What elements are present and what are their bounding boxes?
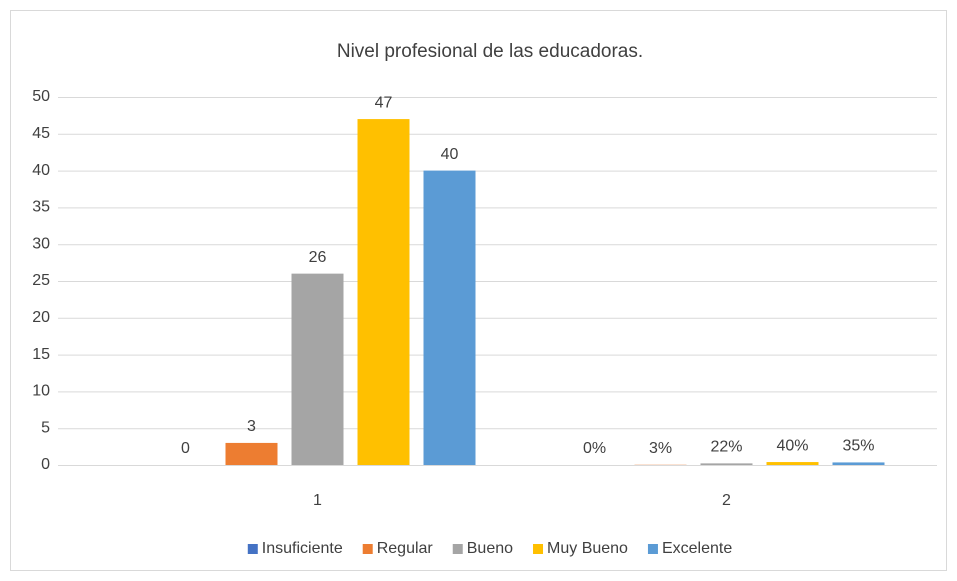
y-tick-label: 45 <box>32 125 50 142</box>
chart-title: Nivel profesional de las educadoras. <box>337 41 643 62</box>
y-tick-label: 20 <box>32 309 50 326</box>
y-tick-label: 50 <box>32 88 50 105</box>
legend: Insuficiente Regular Bueno Muy Bueno Excelen… <box>247 540 732 557</box>
y-tick-label: 5 <box>41 419 50 436</box>
y-tick-label: 10 <box>32 383 50 400</box>
legend-label: Muy Bueno <box>547 540 628 557</box>
legend-label: Insuficiente <box>262 540 343 557</box>
legend-label: Regular <box>377 540 434 557</box>
y-tick-label: 0 <box>41 456 50 473</box>
bar <box>357 119 410 465</box>
y-tick-label: 15 <box>32 346 50 363</box>
value-label: 22% <box>710 439 742 456</box>
value-label: 47 <box>375 94 393 111</box>
value-label: 0 <box>181 440 190 457</box>
y-tick-label: 25 <box>32 272 50 289</box>
legend-swatch <box>247 544 258 554</box>
bar <box>832 462 885 465</box>
bar <box>225 442 278 465</box>
chart-frame <box>10 10 947 571</box>
y-tick-label: 30 <box>32 235 50 252</box>
legend-swatch <box>533 544 544 554</box>
value-label: 3 <box>247 418 256 435</box>
bar <box>700 463 753 465</box>
value-label: 40 <box>441 146 459 163</box>
x-tick-label: 1 <box>313 492 322 509</box>
bar <box>766 462 819 465</box>
value-label: 26 <box>309 249 327 266</box>
legend-swatch <box>362 544 373 554</box>
value-label: 0% <box>583 440 606 457</box>
y-tick-label: 35 <box>32 199 50 216</box>
legend-swatch <box>647 544 658 554</box>
value-label: 3% <box>649 440 672 457</box>
value-label: 35% <box>842 438 874 455</box>
value-label: 40% <box>776 437 808 454</box>
bar <box>291 273 344 465</box>
y-tick-label: 40 <box>32 162 50 179</box>
legend-label: Excelente <box>662 540 732 557</box>
legend-label: Bueno <box>467 540 513 557</box>
bar <box>423 170 476 465</box>
legend-swatch <box>452 544 463 554</box>
x-tick-label: 2 <box>722 492 731 509</box>
